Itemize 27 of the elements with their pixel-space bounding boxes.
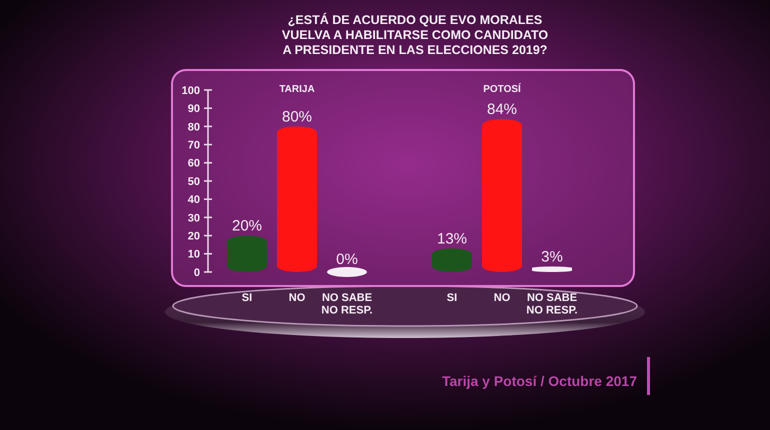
x-tick-label: SI bbox=[242, 292, 252, 304]
y-tick-label: 40 bbox=[188, 194, 200, 206]
data-label: 80% bbox=[282, 108, 312, 126]
data-label: 84% bbox=[486, 101, 518, 118]
y-tick-label: 100 bbox=[182, 84, 200, 97]
x-tick-label: NO bbox=[494, 292, 511, 304]
x-tick-label: SI bbox=[446, 292, 458, 304]
y-tick-label: 70 bbox=[188, 139, 200, 152]
chart-subtitle: POTOSÍ bbox=[483, 83, 522, 95]
x-tick-label: NO SABE NO RESP. bbox=[526, 292, 578, 316]
x-tick-label: NO bbox=[288, 292, 306, 304]
data-label: 13% bbox=[436, 230, 468, 248]
y-tick-label: 0 bbox=[194, 266, 200, 279]
data-label: 0% bbox=[336, 251, 358, 268]
chart-subtitle: TARIJA bbox=[279, 84, 315, 95]
y-tick-label: 80 bbox=[188, 121, 200, 134]
data-label: 3% bbox=[541, 248, 563, 266]
data-label: 20% bbox=[232, 218, 262, 235]
y-tick-label: 30 bbox=[188, 212, 200, 224]
y-tick-label: 50 bbox=[188, 176, 200, 188]
y-tick-label: 20 bbox=[188, 230, 200, 242]
y-tick-label: 10 bbox=[188, 248, 200, 261]
text: ¿ESTÁ DE ACUERDO QUE EVO MORALES VUELVA A HABILITARSE COMO CANDIDATO A PRESIDENTE EN LAS ELECCIONES 2019? bbox=[282, 12, 548, 57]
x-tick-label: NO SABE NO RESP. bbox=[321, 292, 373, 316]
text: Tarija y Potosí / Octubre 2017 bbox=[442, 373, 638, 389]
y-tick-label: 90 bbox=[188, 103, 200, 116]
y-tick-label: 60 bbox=[188, 158, 200, 170]
